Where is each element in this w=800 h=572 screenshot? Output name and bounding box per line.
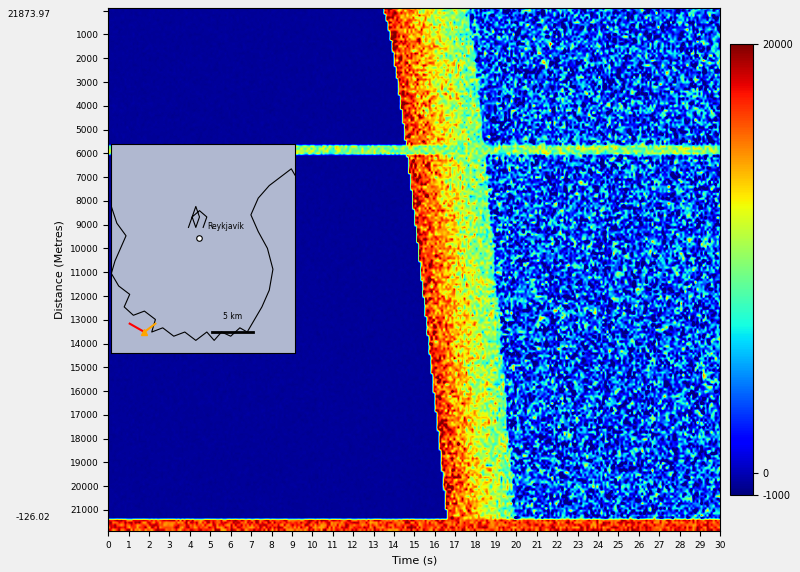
Text: -126.02: -126.02 xyxy=(15,513,50,522)
Text: 21873.97: 21873.97 xyxy=(7,10,50,19)
X-axis label: Time (s): Time (s) xyxy=(392,555,437,565)
Y-axis label: Distance (Metres): Distance (Metres) xyxy=(54,220,64,319)
